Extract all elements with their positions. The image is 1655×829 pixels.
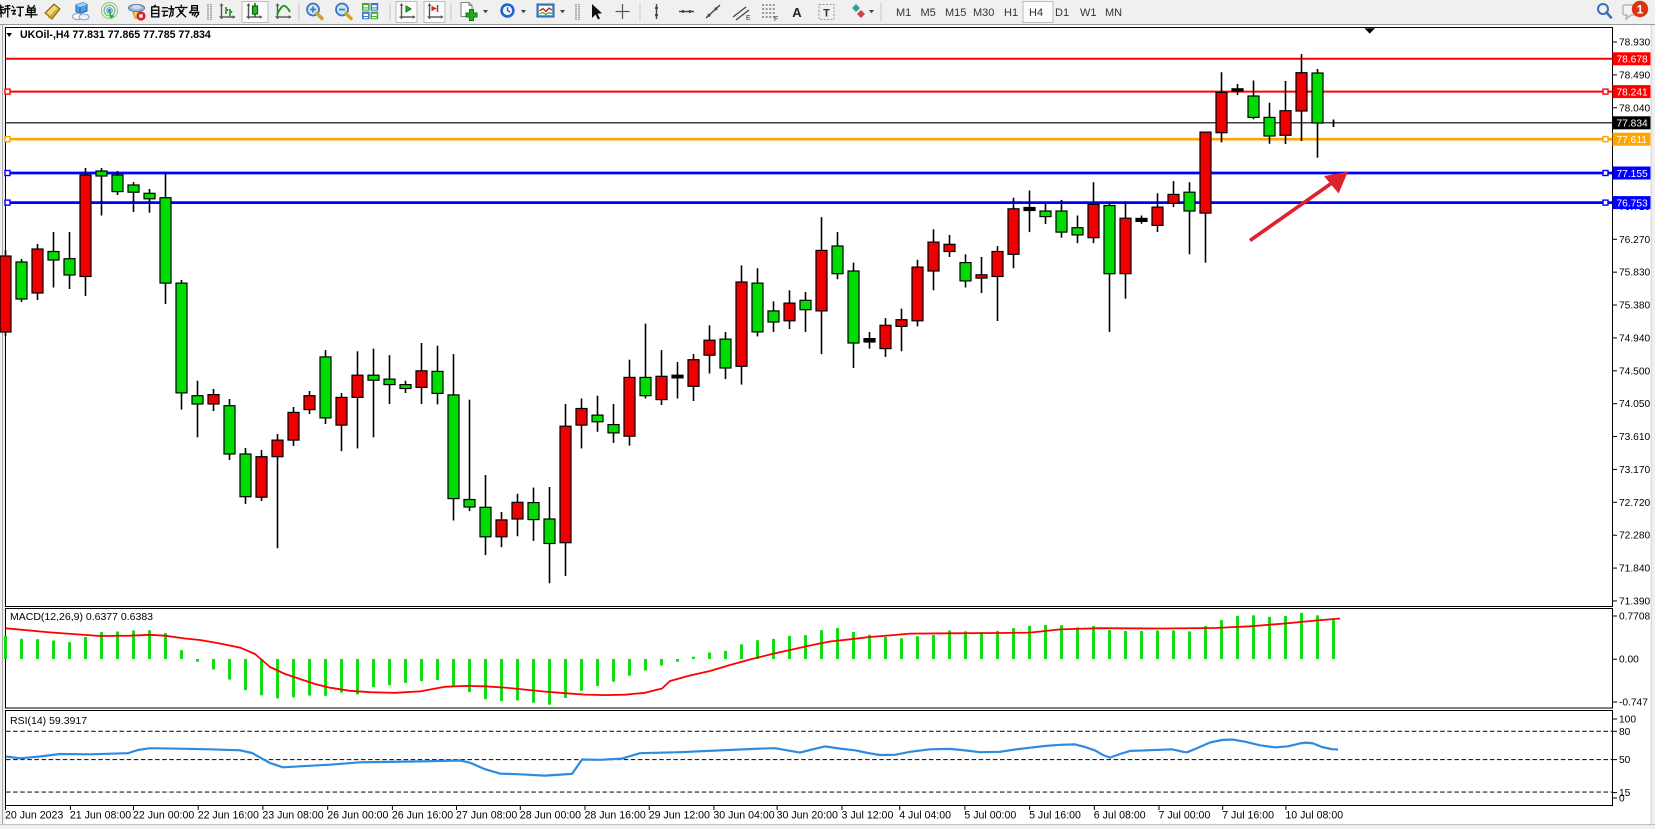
svg-text:28 Jun 16:00: 28 Jun 16:00 [585,810,646,822]
svg-text:15: 15 [1619,788,1631,799]
svg-text:26 Jun 16:00: 26 Jun 16:00 [392,810,453,822]
svg-text:29 Jun 12:00: 29 Jun 12:00 [649,810,710,822]
svg-text:50: 50 [1619,755,1631,766]
svg-text:73.170: 73.170 [1619,465,1650,476]
svg-text:30 Jun 20:00: 30 Jun 20:00 [777,810,838,822]
svg-text:75.830: 75.830 [1619,268,1650,279]
svg-text:26 Jun 00:00: 26 Jun 00:00 [327,810,388,822]
svg-text:100: 100 [1619,715,1636,726]
svg-text:MACD(12,26,9) 0.6377 0.6383: MACD(12,26,9) 0.6377 0.6383 [10,611,153,623]
svg-text:D1: D1 [1055,7,1069,19]
svg-text:30 Jun 04:00: 30 Jun 04:00 [713,810,774,822]
svg-text:76.270: 76.270 [1619,235,1650,246]
svg-text:77.611: 77.611 [1617,135,1648,146]
svg-text:-0.747: -0.747 [1619,698,1648,709]
svg-text:78.930: 78.930 [1619,38,1650,49]
svg-text:23 Jun 08:00: 23 Jun 08:00 [262,810,323,822]
svg-text:5 Jul 16:00: 5 Jul 16:00 [1029,810,1081,822]
svg-text:F: F [774,16,778,23]
svg-text:H4: H4 [1029,7,1043,19]
svg-text:76.753: 76.753 [1617,198,1648,209]
svg-text:1: 1 [1637,2,1644,16]
svg-text:22 Jun 00:00: 22 Jun 00:00 [133,810,194,822]
svg-text:E: E [746,15,751,22]
svg-text:74.050: 74.050 [1619,399,1650,410]
svg-text:80: 80 [1619,727,1631,738]
svg-text:T: T [823,8,830,20]
svg-text:RSI(14) 59.3917: RSI(14) 59.3917 [10,715,87,727]
svg-text:77.834: 77.834 [1617,119,1648,130]
svg-text:MN: MN [1105,7,1122,19]
svg-text:78.040: 78.040 [1619,103,1650,114]
svg-text:72.280: 72.280 [1619,531,1650,542]
svg-text:78.490: 78.490 [1619,70,1650,81]
svg-text:6 Jul 08:00: 6 Jul 08:00 [1094,810,1146,822]
svg-text:74.940: 74.940 [1619,333,1650,344]
svg-text:7 Jul 16:00: 7 Jul 16:00 [1222,810,1274,822]
svg-text:UKOil-,H4 77.831 77.865 77.78: UKOil-,H4 77.831 77.865 77.785 77.834 [20,29,211,41]
svg-text:71.840: 71.840 [1619,564,1650,575]
svg-text:M15: M15 [945,7,966,19]
svg-text:74.500: 74.500 [1619,366,1650,377]
svg-text:H1: H1 [1004,7,1018,19]
svg-text:A: A [792,5,802,20]
svg-text:73.610: 73.610 [1619,432,1650,443]
svg-text:75.380: 75.380 [1619,301,1650,312]
svg-text:72.720: 72.720 [1619,498,1650,509]
svg-text:20 Jun 2023: 20 Jun 2023 [5,810,63,822]
svg-text:0.7708: 0.7708 [1619,612,1650,623]
svg-text:27 Jun 08:00: 27 Jun 08:00 [456,810,517,822]
svg-text:3 Jul 12:00: 3 Jul 12:00 [842,810,894,822]
svg-text:0.00: 0.00 [1619,655,1639,666]
svg-text:5 Jul 00:00: 5 Jul 00:00 [964,810,1016,822]
svg-text:7 Jul 00:00: 7 Jul 00:00 [1159,810,1211,822]
svg-text:78.241: 78.241 [1617,87,1648,98]
svg-text:4 Jul 04:00: 4 Jul 04:00 [899,810,951,822]
svg-text:10 Jul 08:00: 10 Jul 08:00 [1285,810,1343,822]
svg-text:M30: M30 [973,7,994,19]
svg-text:71.390: 71.390 [1619,596,1650,607]
svg-text:22 Jun 16:00: 22 Jun 16:00 [198,810,259,822]
svg-text:0: 0 [1619,794,1625,805]
svg-text:M1: M1 [896,7,911,19]
svg-text:78.678: 78.678 [1617,55,1648,66]
svg-text:28 Jun 00:00: 28 Jun 00:00 [520,810,581,822]
svg-text:77.155: 77.155 [1617,169,1648,180]
svg-text:W1: W1 [1080,7,1097,19]
svg-text:M5: M5 [921,7,936,19]
svg-text:21 Jun 08:00: 21 Jun 08:00 [70,810,131,822]
